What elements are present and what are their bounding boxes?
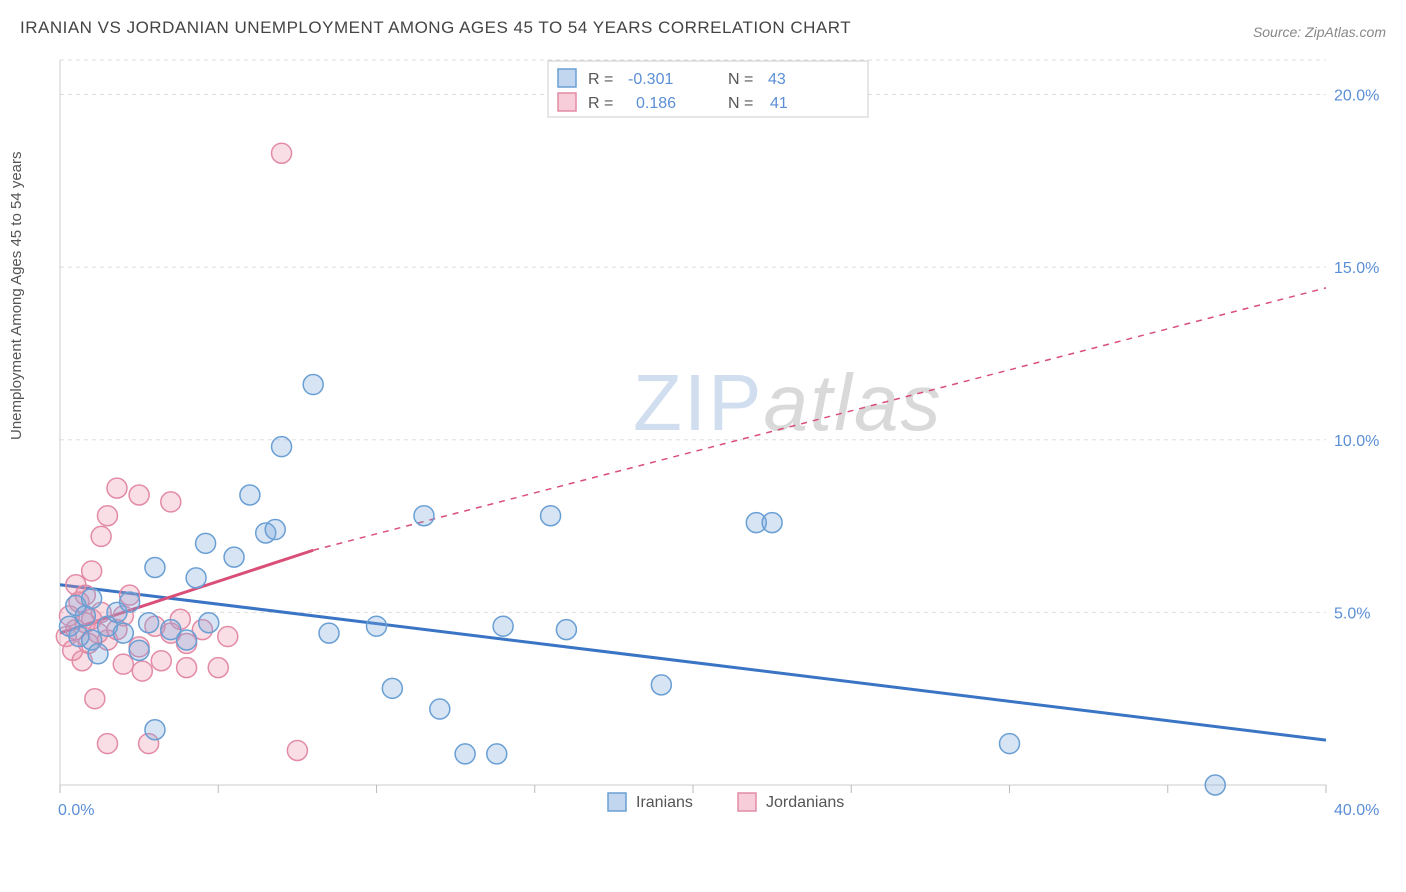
legend-n-value-blue: 43 bbox=[768, 71, 786, 88]
source-value: ZipAtlas.com bbox=[1305, 24, 1386, 40]
y-tick-label: 5.0% bbox=[1334, 605, 1370, 622]
scatter-point-blue bbox=[240, 485, 260, 505]
watermark: ZIPatlas bbox=[633, 358, 942, 447]
x-max-label: 40.0% bbox=[1334, 802, 1379, 819]
source-label: Source: bbox=[1253, 24, 1301, 40]
legend-swatch-blue bbox=[558, 69, 576, 87]
y-tick-label: 15.0% bbox=[1334, 260, 1379, 277]
scatter-point-blue bbox=[177, 630, 197, 650]
scatter-point-blue bbox=[414, 506, 434, 526]
scatter-point-blue bbox=[303, 375, 323, 395]
legend-n-label-blue: N = bbox=[728, 71, 753, 88]
scatter-point-pink bbox=[82, 561, 102, 581]
x-legend-label-pink: Jordanians bbox=[766, 794, 844, 811]
legend-r-value-blue: -0.301 bbox=[628, 71, 673, 88]
scatter-point-blue bbox=[129, 640, 149, 660]
scatter-point-blue bbox=[455, 744, 475, 764]
plot-area: 5.0% 10.0% 15.0% 20.0% 0.0% 40.0% ZIPatlas R =-… bbox=[50, 55, 1386, 830]
scatter-point-pink bbox=[177, 658, 197, 678]
scatter-point-blue bbox=[113, 623, 133, 643]
x-min-label: 0.0% bbox=[58, 802, 94, 819]
scatter-point-blue bbox=[556, 620, 576, 640]
source-attribution: Source: ZipAtlas.com bbox=[1253, 24, 1386, 40]
legend-n-value-pink: 41 bbox=[770, 95, 788, 112]
scatter-point-pink bbox=[113, 654, 133, 674]
scatter-point-blue bbox=[82, 589, 102, 609]
scatter-point-blue bbox=[145, 720, 165, 740]
legend-r-value-pink: 0.186 bbox=[636, 95, 676, 112]
chart-title: IRANIAN VS JORDANIAN UNEMPLOYMENT AMONG … bbox=[20, 18, 851, 38]
scatter-point-pink bbox=[132, 661, 152, 681]
scatter-point-blue bbox=[88, 644, 108, 664]
scatter-point-blue bbox=[651, 675, 671, 695]
y-axis-label: Unemployment Among Ages 45 to 54 years bbox=[8, 151, 25, 440]
scatter-point-pink bbox=[287, 740, 307, 760]
scatter-point-blue bbox=[265, 520, 285, 540]
scatter-point-blue bbox=[272, 437, 292, 457]
scatter-point-pink bbox=[151, 651, 171, 671]
x-legend-swatch-blue bbox=[608, 793, 626, 811]
scatter-point-blue bbox=[487, 744, 507, 764]
scatter-point-pink bbox=[91, 526, 111, 546]
legend-r-label-pink: R = bbox=[588, 95, 613, 112]
scatter-point-pink bbox=[272, 143, 292, 163]
legend-n-label-pink: N = bbox=[728, 95, 753, 112]
y-tick-label: 10.0% bbox=[1334, 433, 1379, 450]
scatter-point-pink bbox=[218, 627, 238, 647]
scatter-point-pink bbox=[85, 689, 105, 709]
scatter-point-blue bbox=[186, 568, 206, 588]
scatter-point-blue bbox=[367, 616, 387, 636]
svg-text:ZIPatlas: ZIPatlas bbox=[633, 358, 942, 447]
scatter-point-blue bbox=[1000, 734, 1020, 754]
scatter-point-pink bbox=[208, 658, 228, 678]
y-tick-label: 20.0% bbox=[1334, 88, 1379, 105]
scatter-point-blue bbox=[541, 506, 561, 526]
scatter-point-blue bbox=[139, 613, 159, 633]
scatter-point-blue bbox=[762, 513, 782, 533]
scatter-point-blue bbox=[224, 547, 244, 567]
scatter-point-pink bbox=[161, 492, 181, 512]
scatter-point-pink bbox=[129, 485, 149, 505]
legend-swatch-pink bbox=[558, 93, 576, 111]
scatter-point-blue bbox=[145, 558, 165, 578]
chart-svg: 5.0% 10.0% 15.0% 20.0% 0.0% 40.0% ZIPatlas R =-… bbox=[50, 55, 1386, 830]
scatter-point-pink bbox=[97, 734, 117, 754]
scatter-point-blue bbox=[1205, 775, 1225, 795]
legend-r-label-blue: R = bbox=[588, 71, 613, 88]
scatter-point-blue bbox=[196, 533, 216, 553]
x-legend-label-blue: Iranians bbox=[636, 794, 693, 811]
scatter-point-blue bbox=[120, 592, 140, 612]
scatter-point-blue bbox=[199, 613, 219, 633]
scatter-point-pink bbox=[97, 506, 117, 526]
scatter-point-blue bbox=[382, 678, 402, 698]
scatter-point-pink bbox=[107, 478, 127, 498]
scatter-point-blue bbox=[493, 616, 513, 636]
x-legend-swatch-pink bbox=[738, 793, 756, 811]
scatter-point-blue bbox=[319, 623, 339, 643]
scatter-point-blue bbox=[430, 699, 450, 719]
regression-line-blue bbox=[60, 585, 1326, 740]
